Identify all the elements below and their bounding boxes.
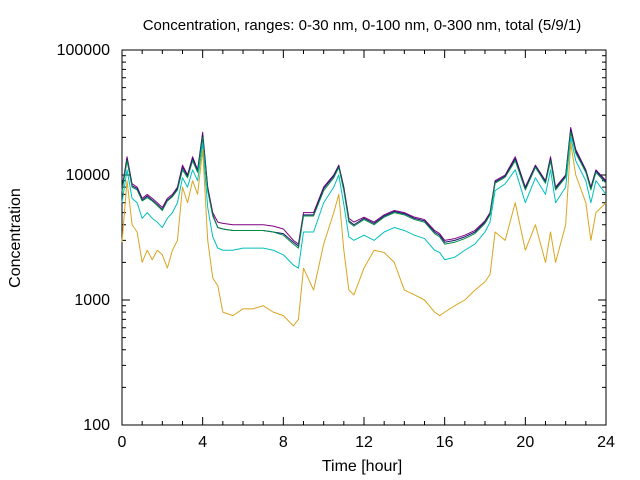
x-tick-label: 4 (198, 434, 207, 451)
y-axis-label: Concentration (7, 188, 24, 288)
chart-title: Concentration, ranges: 0-30 nm, 0-100 nm… (143, 17, 582, 34)
x-tick-label: 24 (597, 434, 615, 451)
series-line-3 (121, 131, 607, 249)
y-axis: 100 1000 10000 100000 (57, 42, 606, 434)
plot-area: 100 1000 10000 100000 0 4 8 12 16 20 24 (57, 42, 615, 451)
x-tick-label: 12 (355, 434, 373, 451)
x-axis: 0 4 8 12 16 20 24 (118, 50, 615, 451)
y-tick-label: 100000 (57, 42, 110, 59)
x-tick-label: 16 (436, 434, 454, 451)
series-line-5 (121, 142, 607, 327)
x-tick-label: 0 (118, 434, 127, 451)
y-tick-label: 100 (83, 417, 110, 434)
series-layer (121, 126, 607, 327)
plot-frame (121, 49, 607, 426)
x-tick-label: 8 (279, 434, 288, 451)
y-tick-label: 1000 (74, 292, 110, 309)
series-line-4 (121, 136, 607, 269)
x-axis-label: Time [hour] (322, 458, 402, 475)
y-tick-label: 10000 (66, 167, 111, 184)
x-tick-label: 20 (516, 434, 534, 451)
